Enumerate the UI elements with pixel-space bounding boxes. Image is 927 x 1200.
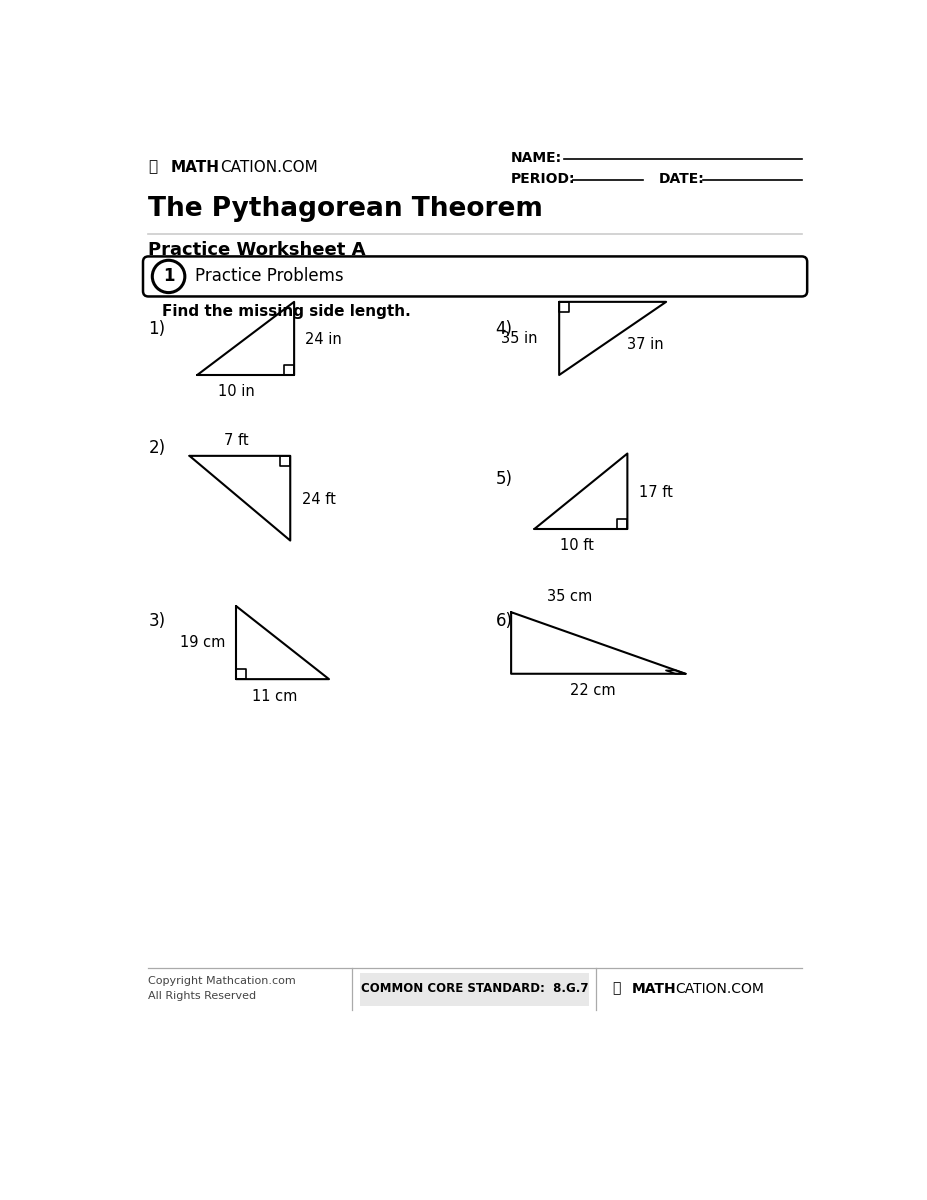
Text: CATION.COM: CATION.COM xyxy=(221,160,318,175)
Text: NAME:: NAME: xyxy=(511,151,563,164)
Text: 35 in: 35 in xyxy=(501,330,537,346)
Text: 7 ft: 7 ft xyxy=(223,433,248,448)
Text: CATION.COM: CATION.COM xyxy=(676,982,764,996)
Text: Practice Worksheet A: Practice Worksheet A xyxy=(148,241,366,259)
Text: MATH: MATH xyxy=(631,982,676,996)
FancyBboxPatch shape xyxy=(360,973,589,1006)
FancyBboxPatch shape xyxy=(143,257,807,296)
Text: 11 cm: 11 cm xyxy=(252,689,298,703)
Text: 24 ft: 24 ft xyxy=(302,492,336,508)
Text: Copyright Mathcation.com: Copyright Mathcation.com xyxy=(148,976,296,986)
Text: 19 cm: 19 cm xyxy=(180,636,225,650)
Text: 6): 6) xyxy=(496,612,513,630)
Text: 37 in: 37 in xyxy=(628,337,664,352)
Circle shape xyxy=(152,260,184,293)
Text: ⓘ: ⓘ xyxy=(612,982,620,996)
Text: Find the missing side length.: Find the missing side length. xyxy=(162,305,412,319)
Text: All Rights Reserved: All Rights Reserved xyxy=(148,991,257,1001)
Text: DATE:: DATE: xyxy=(658,172,705,186)
Text: The Pythagorean Theorem: The Pythagorean Theorem xyxy=(148,197,543,222)
Text: 10 ft: 10 ft xyxy=(560,539,594,553)
Text: 35 cm: 35 cm xyxy=(547,589,591,605)
Text: 5): 5) xyxy=(496,470,513,488)
Text: 1): 1) xyxy=(148,319,166,338)
Text: 22 cm: 22 cm xyxy=(570,683,616,698)
Text: 17 ft: 17 ft xyxy=(639,485,673,500)
Text: PERIOD:: PERIOD: xyxy=(511,172,576,186)
Text: MATH: MATH xyxy=(171,160,219,175)
Text: 3): 3) xyxy=(148,612,166,630)
Text: 2): 2) xyxy=(148,439,166,457)
Text: 24 in: 24 in xyxy=(305,332,342,347)
Text: 1: 1 xyxy=(163,268,174,286)
Text: ⓘ: ⓘ xyxy=(148,160,158,175)
Text: 4): 4) xyxy=(496,319,513,338)
Text: 10 in: 10 in xyxy=(218,384,254,400)
Text: Practice Problems: Practice Problems xyxy=(195,268,344,286)
Text: COMMON CORE STANDARD:  8.G.7: COMMON CORE STANDARD: 8.G.7 xyxy=(361,982,589,995)
